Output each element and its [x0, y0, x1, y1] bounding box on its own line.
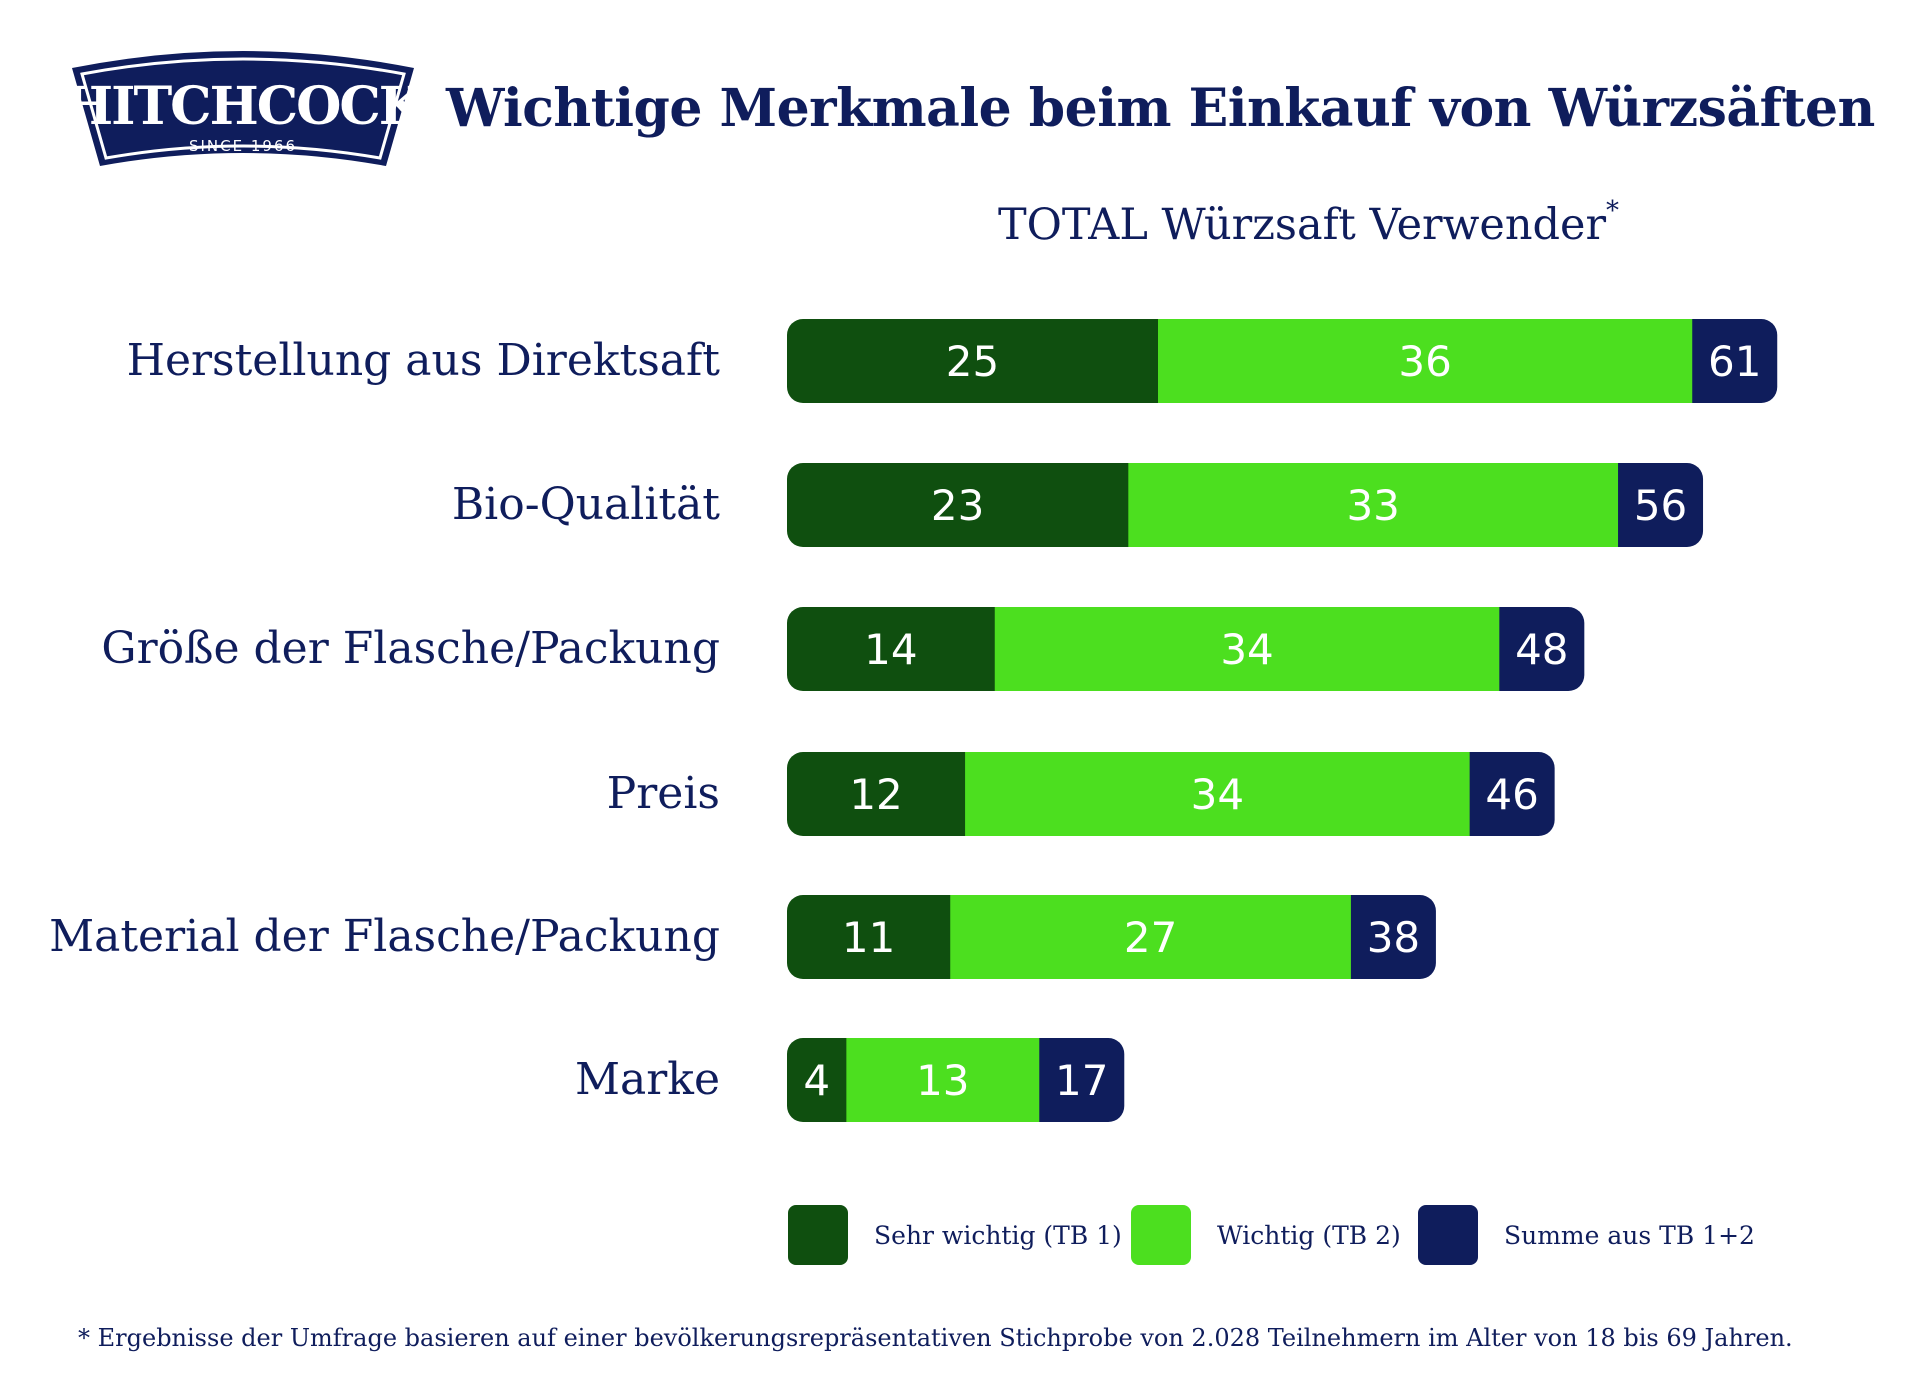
- bar-segment-tb1: [787, 607, 1011, 691]
- bar-segment-sum: [1453, 752, 1555, 836]
- bar-segment-sum: [1334, 895, 1436, 979]
- category-label: Material der Flasche/Packung: [49, 911, 720, 962]
- data-label-tb1: 12: [849, 770, 902, 819]
- svg-text:HITCHCOCK: HITCHCOCK: [68, 76, 418, 137]
- bar-segment-tb2: [1128, 463, 1619, 547]
- data-label-sum: 17: [1055, 1056, 1108, 1105]
- data-label-tb2: 36: [1398, 337, 1451, 386]
- svg-text:SINCE 1966: SINCE 1966: [189, 137, 297, 155]
- subtitle-footnote-mark: *: [1606, 196, 1620, 226]
- bar-segment-tb1: [787, 895, 967, 979]
- bar-segment-tb1: [787, 463, 1145, 547]
- data-label-sum: 38: [1367, 913, 1420, 962]
- data-label-tb2: 34: [1220, 625, 1273, 674]
- legend-label: Wichtig (TB 2): [1217, 1220, 1401, 1250]
- category-label: Herstellung aus Direktsaft: [127, 335, 721, 386]
- data-label-tb1: 4: [803, 1056, 830, 1105]
- bar-segment-tb2: [1158, 319, 1693, 403]
- data-label-sum: 56: [1634, 481, 1687, 530]
- hitchcock-logo: HITCHCOCK SINCE 1966: [68, 51, 418, 166]
- data-label-sum: 46: [1485, 770, 1538, 819]
- legend-label: Sehr wichtig (TB 1): [874, 1220, 1122, 1250]
- bar-segment-sum: [1483, 607, 1585, 691]
- bar-segment-tb2: [950, 895, 1351, 979]
- data-label-tb1: 11: [842, 913, 895, 962]
- bar-segment-sum: [1023, 1038, 1125, 1122]
- chart-subtitle: TOTAL Würzsaft Verwender*: [998, 196, 1620, 250]
- bar-segment-sum: [1676, 319, 1778, 403]
- category-label: Bio-Qualität: [452, 479, 720, 530]
- bar-segment-tb1: [787, 1038, 863, 1122]
- data-label-tb2: 13: [916, 1056, 969, 1105]
- data-label-tb1: 14: [864, 625, 917, 674]
- legend-swatch-light-green: [1131, 1205, 1191, 1265]
- data-label-sum: 61: [1708, 337, 1761, 386]
- category-label: Größe der Flasche/Packung: [101, 623, 720, 674]
- data-label-tb1: 23: [931, 481, 984, 530]
- data-label-tb2: 34: [1191, 770, 1244, 819]
- bar-segment-tb2: [965, 752, 1470, 836]
- bar-segment-tb2: [846, 1038, 1040, 1122]
- bar-segment-tb2: [994, 607, 1500, 691]
- legend-item-tb1: Sehr wichtig (TB 1): [788, 1205, 1122, 1265]
- bar-segment-tb1: [787, 752, 982, 836]
- data-label-tb2: 33: [1346, 481, 1399, 530]
- category-label: Marke: [575, 1054, 720, 1105]
- legend-label: Summe aus TB 1+2: [1504, 1220, 1755, 1250]
- legend-item-tb2: Wichtig (TB 2): [1131, 1205, 1401, 1265]
- data-label-tb2: 27: [1124, 913, 1177, 962]
- legend-swatch-dark-green: [788, 1205, 848, 1265]
- data-label-tb1: 25: [946, 337, 999, 386]
- bar-segment-tb1: [787, 319, 1174, 403]
- bar-segment-sum: [1602, 463, 1704, 547]
- legend-swatch-navy: [1418, 1205, 1478, 1265]
- category-label: Preis: [607, 768, 720, 819]
- data-label-sum: 48: [1515, 625, 1568, 674]
- legend-item-sum: Summe aus TB 1+2: [1418, 1205, 1755, 1265]
- page-title: Wichtige Merkmale beim Einkauf von Würzs…: [446, 78, 1875, 139]
- footnote: * Ergebnisse der Umfrage basieren auf ei…: [78, 1324, 1793, 1352]
